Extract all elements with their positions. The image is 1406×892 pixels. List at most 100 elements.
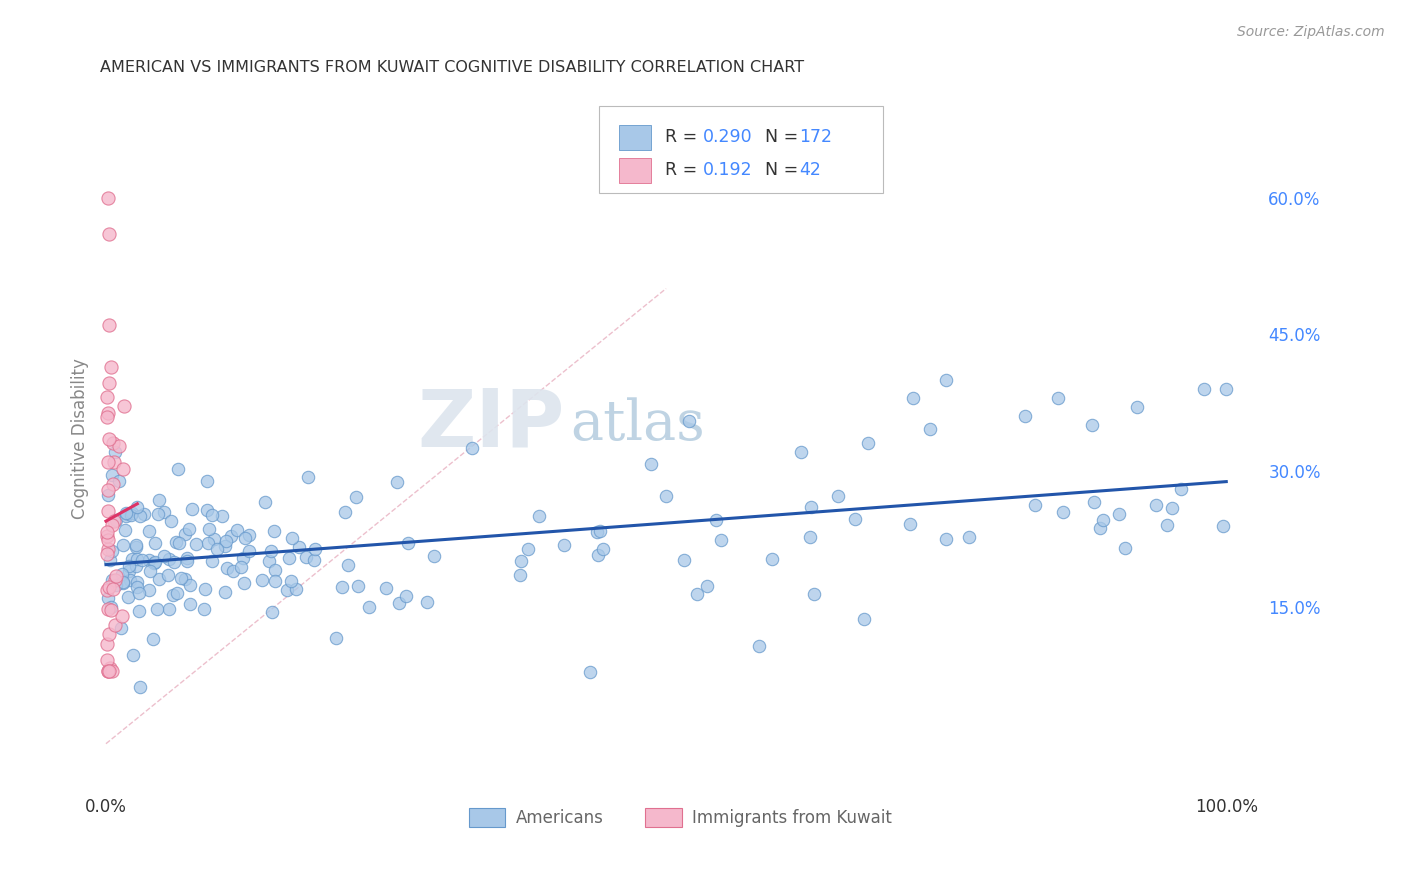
Point (157, 552, 180, 566)
Point (174, 572, 197, 586)
Point (96, 390, 118, 404)
Point (297, 470, 319, 484)
Point (553, 538, 575, 552)
Point (685, 586, 707, 600)
Point (125, 541, 148, 555)
Point (238, 528, 260, 542)
Point (101, 582, 124, 596)
Point (586, 525, 609, 540)
Point (110, 621, 132, 635)
Point (104, 618, 127, 632)
Point (96, 653, 118, 667)
Point (98, 553, 121, 567)
Point (193, 602, 215, 616)
Point (97, 227, 120, 241)
Point (138, 582, 160, 597)
Point (179, 578, 201, 592)
Point (527, 508, 550, 523)
Point (139, 564, 162, 578)
Point (128, 680, 150, 694)
Point (803, 587, 825, 601)
Point (201, 508, 224, 522)
Point (156, 568, 179, 582)
Point (232, 551, 254, 566)
Point (128, 586, 150, 600)
Point (325, 631, 347, 645)
Point (97, 488, 120, 502)
Text: 0.192: 0.192 (703, 161, 754, 179)
Point (114, 523, 136, 537)
Point (96, 524, 118, 539)
Point (304, 542, 326, 557)
Point (96, 582, 118, 597)
Point (215, 561, 238, 575)
Point (396, 536, 419, 550)
Point (180, 501, 202, 516)
Point (1052, 505, 1074, 519)
Point (901, 391, 924, 405)
Point (1091, 513, 1114, 527)
Point (127, 575, 149, 590)
Point (125, 580, 148, 594)
Point (124, 558, 146, 573)
Point (96, 664, 118, 678)
Point (214, 539, 236, 553)
Point (98, 432, 121, 446)
Y-axis label: Cognitive Disability: Cognitive Disability (72, 359, 89, 519)
Point (100, 603, 122, 617)
Text: 172: 172 (800, 128, 832, 146)
Point (197, 536, 219, 550)
Point (98, 627, 121, 641)
Point (333, 505, 356, 519)
Point (114, 506, 136, 520)
Point (640, 457, 662, 471)
Point (177, 522, 200, 536)
Point (578, 665, 600, 680)
Point (238, 544, 260, 558)
Point (121, 552, 143, 566)
Point (678, 413, 700, 427)
Point (201, 554, 224, 568)
Point (143, 535, 166, 549)
Point (257, 554, 280, 568)
Point (509, 568, 531, 582)
Text: Source: ZipAtlas.com: Source: ZipAtlas.com (1237, 25, 1385, 39)
Point (115, 509, 138, 524)
Point (101, 517, 124, 532)
Point (97, 455, 120, 469)
Point (169, 536, 191, 550)
Point (96, 407, 118, 421)
Point (337, 558, 360, 572)
Point (254, 495, 277, 509)
Point (100, 573, 122, 587)
Point (375, 581, 398, 595)
Point (264, 574, 287, 589)
Point (165, 535, 187, 549)
Point (222, 564, 245, 578)
Point (97, 580, 120, 594)
Point (96, 529, 118, 543)
Point (280, 574, 302, 588)
Point (214, 533, 236, 548)
Point (710, 533, 733, 548)
Point (1014, 409, 1036, 423)
Point (142, 632, 165, 647)
Point (120, 508, 142, 522)
Point (96, 636, 118, 650)
Point (125, 537, 148, 551)
Legend: Americans, Immigrants from Kuwait: Americans, Immigrants from Kuwait (463, 801, 898, 833)
Point (118, 559, 141, 574)
Point (195, 503, 218, 517)
Text: ZIP: ZIP (418, 385, 564, 464)
Point (195, 474, 218, 488)
Point (134, 507, 156, 521)
Point (100, 599, 122, 614)
Point (387, 596, 409, 610)
Point (143, 556, 166, 570)
Point (260, 544, 283, 558)
Point (673, 553, 696, 567)
Point (157, 602, 180, 616)
Point (174, 527, 197, 541)
Point (166, 586, 188, 600)
Point (207, 541, 229, 556)
